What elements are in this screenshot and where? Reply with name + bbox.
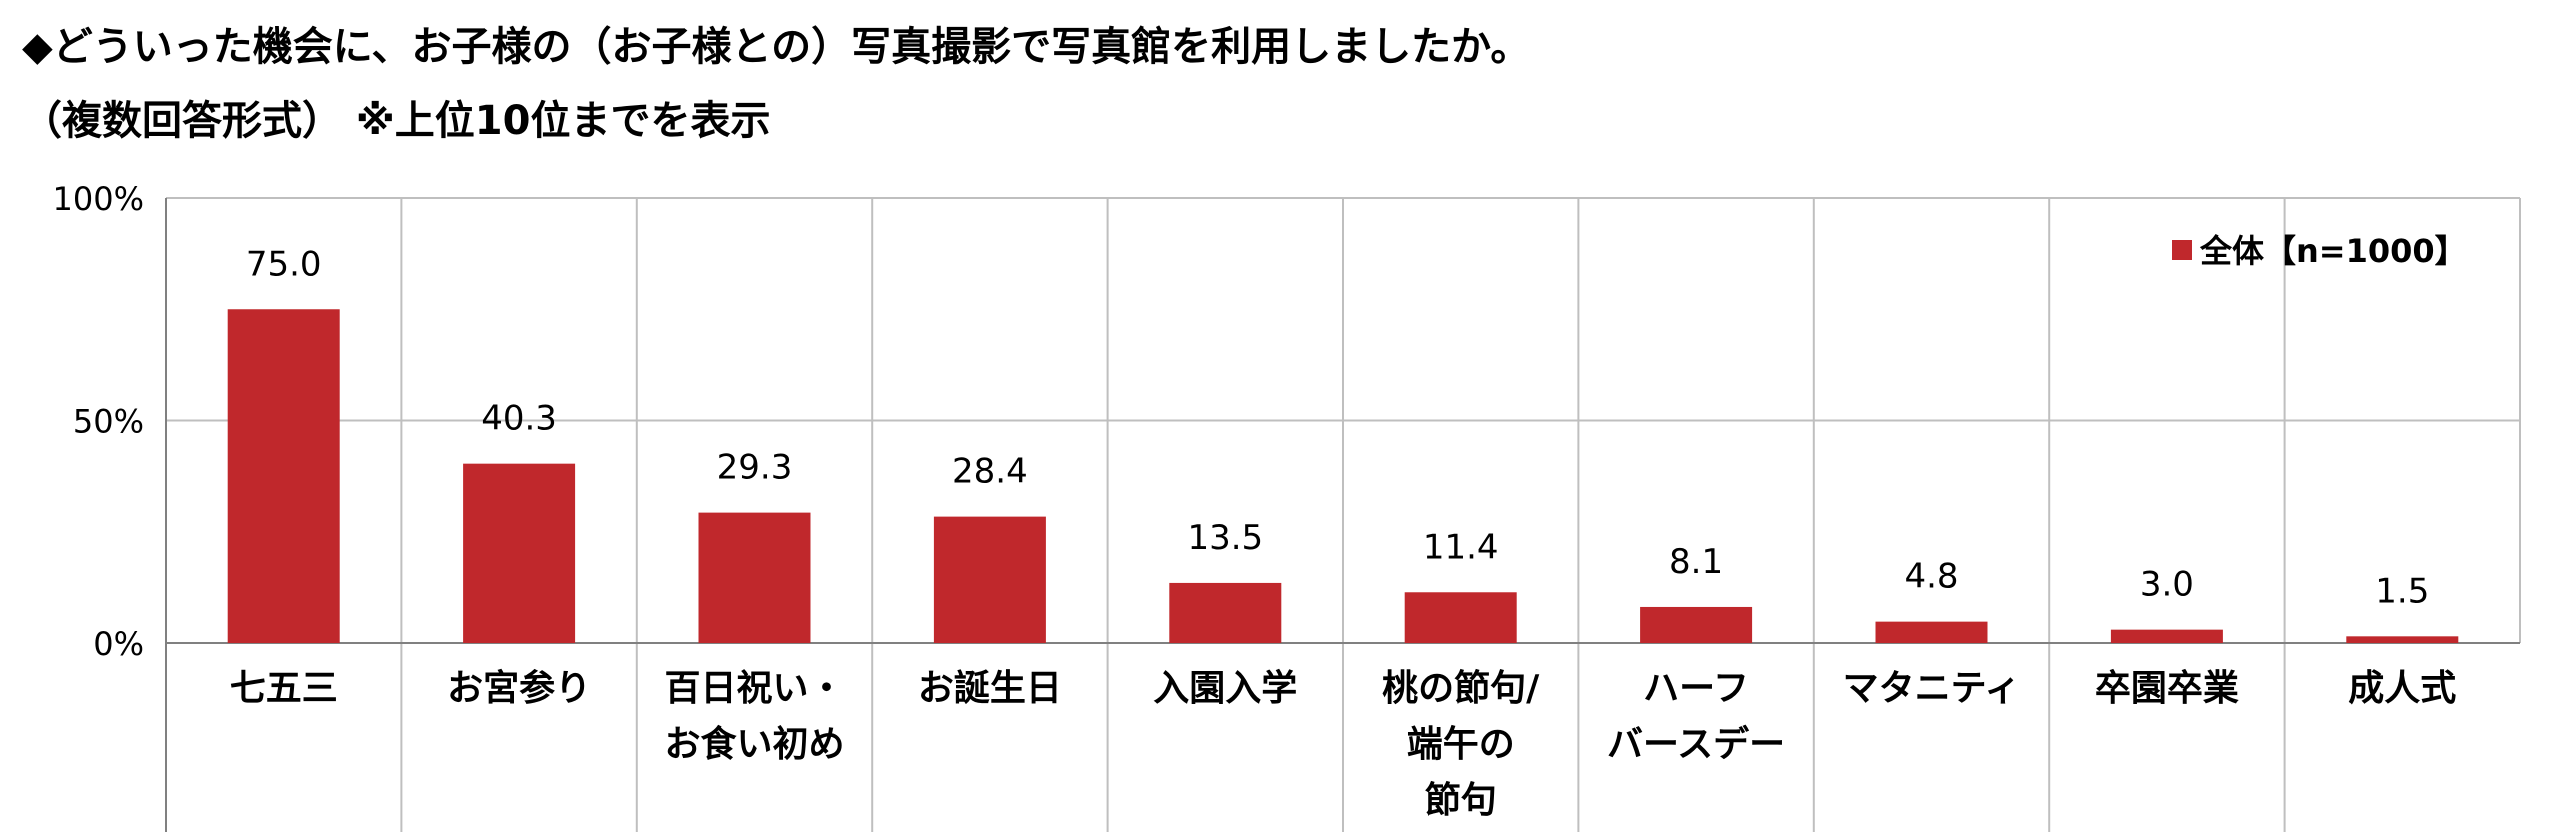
y-tick-label: 100% [53, 180, 144, 218]
bar [1404, 592, 1517, 643]
bar [933, 516, 1046, 643]
bar [227, 309, 340, 643]
data-label: 8.1 [1669, 542, 1723, 582]
category-label: 七五三 [230, 668, 338, 709]
category-label: ハーフ [1643, 668, 1749, 709]
y-tick-label: 50% [73, 403, 144, 441]
chart-title: ◆どういった機会に、お子様の（お子様との）写真撮影で写真館を利用しましたか。 [22, 24, 1531, 70]
category-label: お宮参り [447, 668, 591, 709]
category-label: 端午の [1407, 724, 1515, 765]
category-label: 桃の節句/ [1382, 668, 1540, 709]
chart-subtitle: （複数回答形式） ※上位10位までを表示 [22, 98, 771, 144]
category-label: 節句 [1425, 780, 1497, 821]
bar [2346, 636, 2459, 643]
data-label: 1.5 [2375, 571, 2429, 611]
category-label: お食い初め [664, 724, 844, 765]
bar [1169, 582, 1282, 643]
bar [463, 463, 576, 643]
bar [1875, 621, 1988, 643]
category-label: 成人式 [2348, 668, 2456, 709]
data-label: 29.3 [717, 448, 793, 488]
data-label: 28.4 [952, 452, 1028, 492]
data-label: 40.3 [481, 399, 557, 439]
category-label: マタニティ [1843, 668, 2021, 709]
legend-swatch [2172, 240, 2192, 260]
legend-label: 全体【n=1000】 [2199, 232, 2467, 270]
y-tick-label: 0% [93, 625, 144, 663]
data-label: 4.8 [1904, 557, 1958, 597]
bar [2110, 629, 2223, 643]
category-label: お誕生日 [918, 668, 1062, 709]
data-label: 75.0 [246, 244, 322, 284]
category-label: バースデー [1607, 723, 1785, 765]
bar [698, 512, 811, 643]
data-label: 13.5 [1187, 518, 1263, 558]
category-label: 卒園卒業 [2095, 668, 2239, 709]
category-label: 入園入学 [1153, 667, 1297, 709]
data-label: 3.0 [2140, 565, 2194, 605]
bar [1640, 606, 1753, 643]
data-label: 11.4 [1423, 527, 1499, 567]
category-label: 百日祝い・ [664, 668, 844, 709]
